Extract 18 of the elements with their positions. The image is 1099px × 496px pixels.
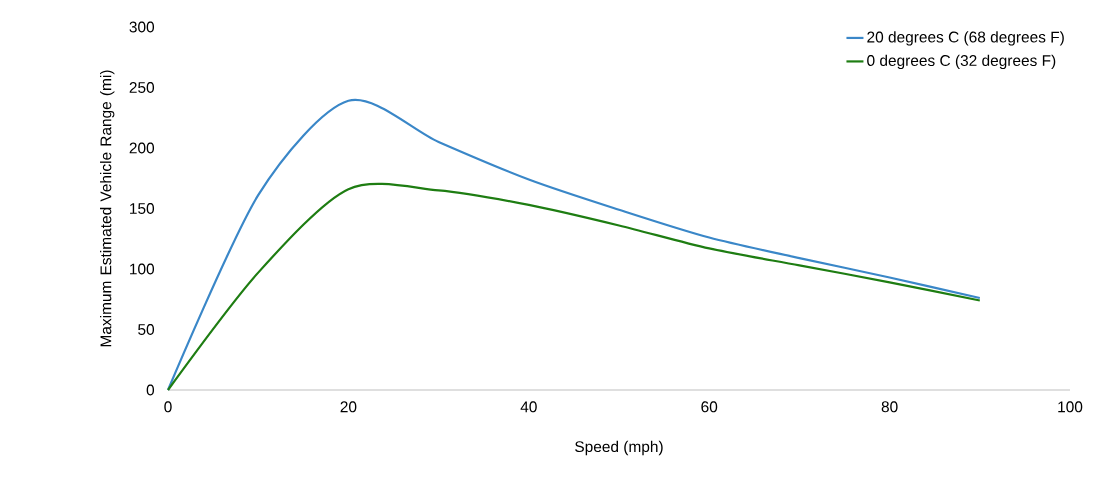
x-axis-title: Speed (mph)	[575, 440, 663, 456]
y-tick-label: 150	[130, 203, 155, 214]
y-tick-label: 100	[130, 263, 155, 275]
y-tick-label: 50	[138, 324, 155, 335]
x-tick-label: 60	[701, 401, 718, 413]
y-tick-label: 0	[146, 384, 155, 396]
y-tick-label: 250	[129, 82, 155, 93]
y-axis-title: Maximum Estimated Vehicle Range (mi)	[100, 70, 115, 347]
x-tick-label: 100	[1058, 401, 1083, 413]
x-tick-label: 20	[340, 401, 357, 413]
x-tick-label: 0	[164, 401, 172, 413]
line-series	[166, 99, 981, 392]
y-tick-label: 300	[129, 21, 155, 33]
x-tick-label: 80	[881, 401, 898, 413]
x-tick-label: 40	[520, 401, 537, 413]
y-tick-label: 200	[129, 142, 155, 154]
legend-label: 0 degrees C (32 degrees F)	[867, 54, 1056, 70]
legend-label: 20 degrees C (68 degrees F)	[867, 31, 1064, 46]
